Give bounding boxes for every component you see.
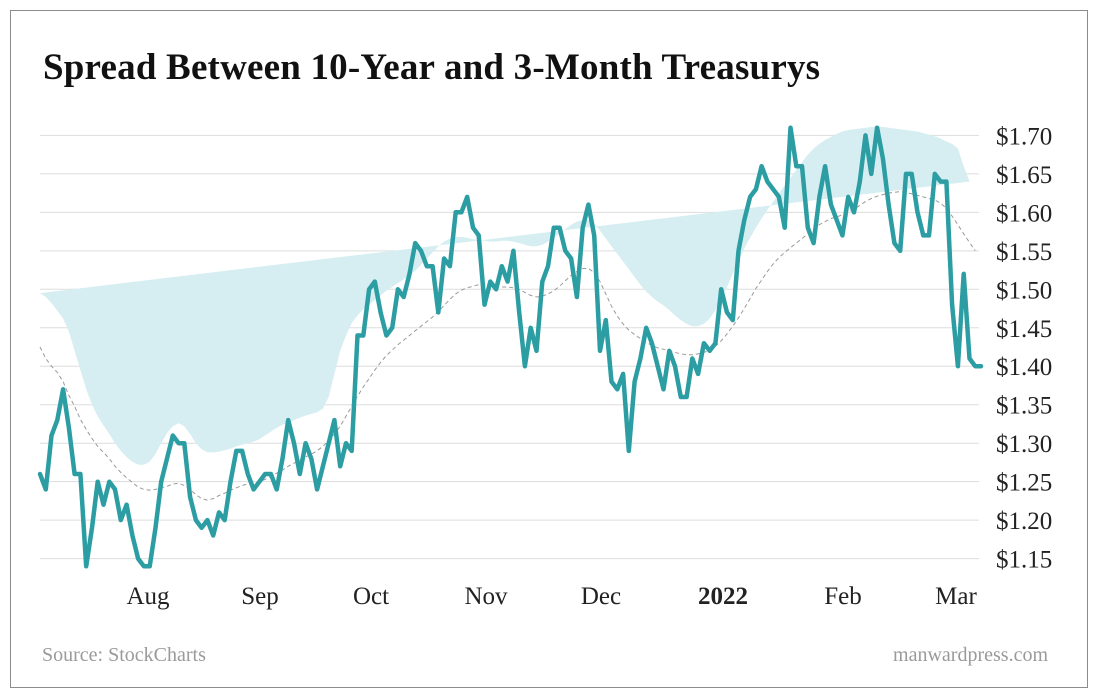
- x-tick-label: Nov: [464, 583, 508, 610]
- y-tick-label: $1.50: [996, 277, 1052, 304]
- x-tick-label: Aug: [126, 583, 170, 610]
- y-tick-label: $1.25: [996, 470, 1052, 497]
- y-axis-labels: $1.15 $1.20 $1.25 $1.30 $1.35 $1.40 $1.45 $1.50…: [996, 123, 1052, 573]
- x-tick-label: Mar: [935, 583, 977, 610]
- x-axis-labels: Aug Sep Oct Nov Dec 2022 Feb Mar: [126, 583, 977, 610]
- y-tick-label: $1.20: [996, 508, 1052, 535]
- y-tick-label: $1.30: [996, 431, 1052, 458]
- moving-average-line: [39, 191, 976, 501]
- band-area: [40, 126, 970, 465]
- chart-title: Spread Between 10-Year and 3-Month Treas…: [43, 47, 821, 88]
- y-tick-label: $1.60: [996, 200, 1052, 227]
- spread-line: [37, 125, 984, 569]
- x-tick-label: Feb: [824, 583, 862, 610]
- x-tick-label: Dec: [581, 583, 621, 610]
- y-tick-label: $1.65: [996, 162, 1052, 189]
- x-tick-label: 2022: [698, 583, 748, 610]
- y-tick-label: $1.70: [996, 123, 1052, 150]
- source-note: Source: StockCharts: [42, 644, 206, 666]
- y-tick-label: $1.45: [996, 316, 1052, 343]
- y-tick-label: $1.55: [996, 239, 1052, 266]
- y-tick-label: $1.40: [996, 354, 1052, 381]
- credit-note: manwardpress.com: [893, 644, 1048, 666]
- x-tick-label: Oct: [353, 583, 389, 610]
- x-tick-label: Sep: [241, 583, 279, 610]
- y-tick-label: $1.15: [996, 547, 1052, 574]
- y-tick-label: $1.35: [996, 393, 1052, 420]
